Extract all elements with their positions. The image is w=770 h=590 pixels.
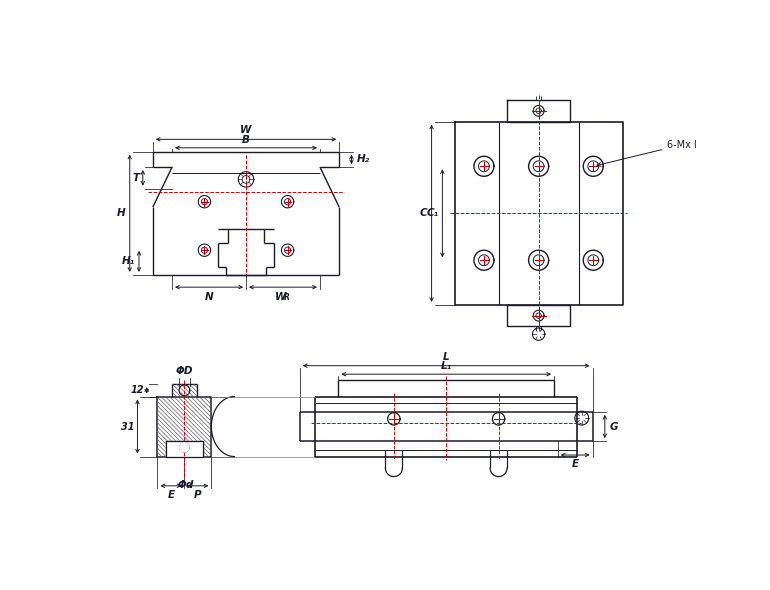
- Text: B: B: [242, 135, 250, 145]
- Polygon shape: [180, 442, 189, 452]
- Text: C: C: [420, 208, 427, 218]
- Text: H₂: H₂: [357, 155, 370, 165]
- Text: N: N: [205, 292, 213, 302]
- Text: 6-Mx l: 6-Mx l: [597, 140, 697, 166]
- Text: Φd: Φd: [178, 480, 194, 490]
- Text: 31: 31: [121, 421, 135, 431]
- Text: W: W: [240, 126, 252, 136]
- Text: L: L: [443, 352, 450, 362]
- Text: E: E: [167, 490, 175, 500]
- Text: T: T: [132, 173, 140, 183]
- Text: H: H: [116, 208, 125, 218]
- Polygon shape: [166, 441, 203, 457]
- Text: W: W: [275, 292, 286, 302]
- Text: E: E: [571, 459, 579, 469]
- Text: 12: 12: [130, 385, 143, 395]
- Text: H₁: H₁: [122, 257, 136, 266]
- Text: C₁: C₁: [427, 208, 439, 218]
- Text: R: R: [284, 293, 290, 302]
- Text: ΦD: ΦD: [176, 366, 193, 376]
- Text: G: G: [610, 421, 618, 431]
- Text: L₁: L₁: [440, 361, 452, 371]
- Text: P: P: [194, 490, 202, 500]
